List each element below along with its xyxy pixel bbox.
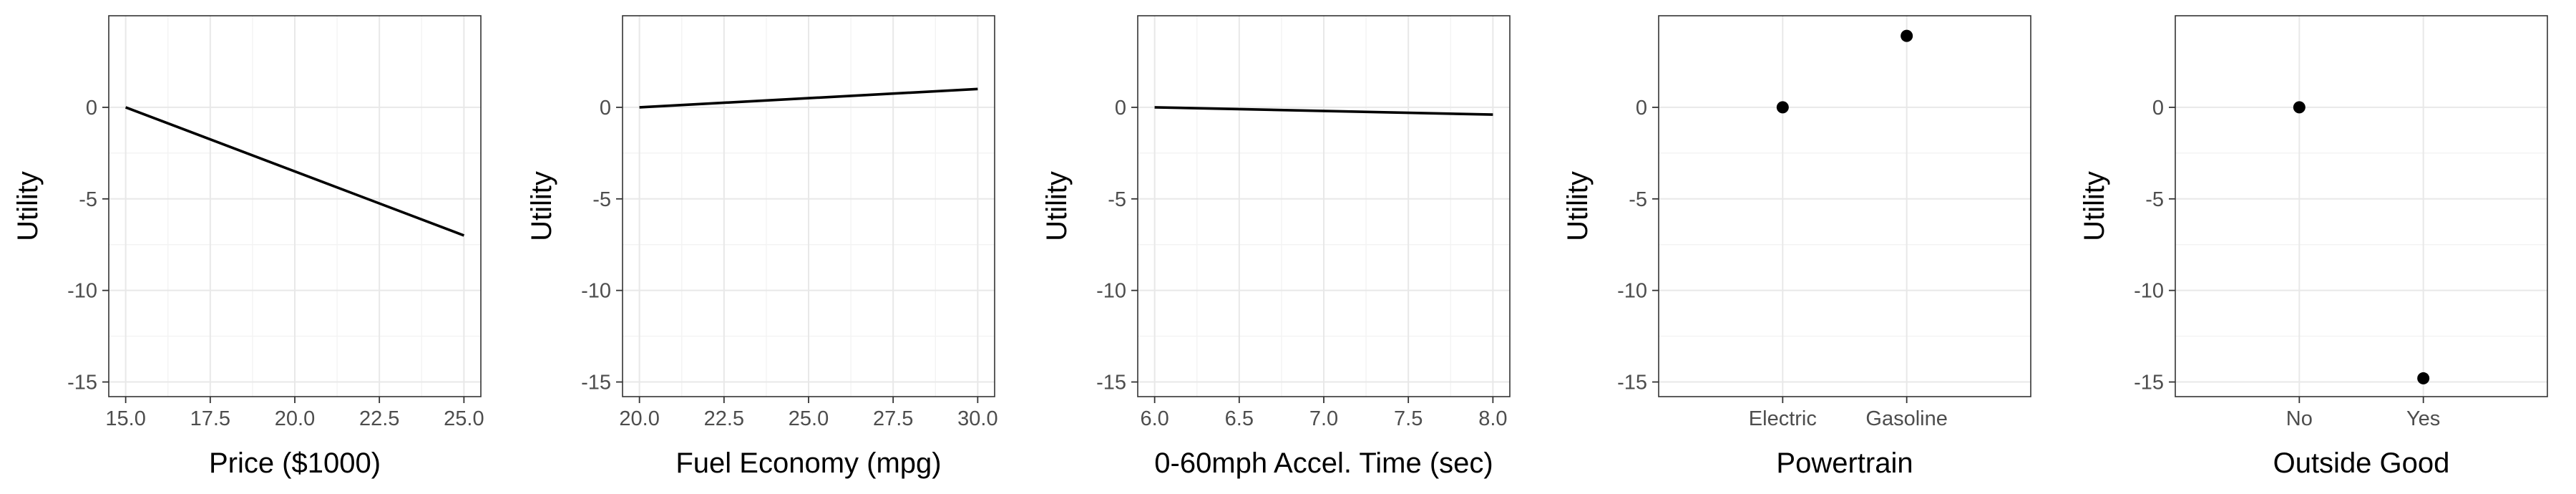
y-axis-title: Utility xyxy=(2079,171,2110,241)
y-tick-label: -5 xyxy=(79,188,97,211)
series-line xyxy=(639,87,978,109)
y-tick-label: -15 xyxy=(67,372,97,394)
y-tick-label: -15 xyxy=(2134,372,2164,394)
x-tick-label: 20.0 xyxy=(275,407,315,430)
y-tick-label: 0 xyxy=(600,97,611,120)
x-axis-title: Powertrain xyxy=(1776,447,1913,479)
point-electric xyxy=(1776,101,1789,114)
y-tick-label: 0 xyxy=(2152,97,2164,120)
point-yes xyxy=(2417,372,2430,384)
y-axis-title: Utility xyxy=(1562,171,1594,241)
y-tick-label: -5 xyxy=(592,188,611,211)
y-tick-label: -10 xyxy=(581,280,611,303)
x-axis-title: Price ($1000) xyxy=(209,447,381,479)
x-tick-label: 8.0 xyxy=(1478,407,1507,430)
y-tick-label: 0 xyxy=(1115,97,1126,120)
y-tick-label: -10 xyxy=(67,280,97,303)
panel-2: 0 -5 -10 -15 20.0 22.5 25.0 27.5 30.0 Fuel Econom… xyxy=(526,15,998,479)
y-tick-label: 0 xyxy=(86,97,97,120)
x-tick-label: 15.0 xyxy=(105,407,145,430)
x-tick-label: Gasoline xyxy=(1865,407,1947,430)
x-axis-title: 0-60mph Accel. Time (sec) xyxy=(1154,447,1493,479)
panel-1: 0 -5 -10 -15 15.0 17.5 20.0 22.5 25.0 Price ($100… xyxy=(12,15,484,479)
y-tick-label: -15 xyxy=(1096,372,1126,394)
x-tick-label: 27.5 xyxy=(873,407,913,430)
y-tick-label: -5 xyxy=(2145,188,2164,211)
x-tick-label: 20.0 xyxy=(619,407,659,430)
series-line xyxy=(1154,106,1493,116)
x-tick-label: 25.0 xyxy=(789,407,829,430)
panel-border xyxy=(1658,15,2031,397)
x-tick-label: 6.0 xyxy=(1140,407,1169,430)
y-axis-title: Utility xyxy=(1041,171,1073,241)
x-tick-label: Electric xyxy=(1749,407,1817,430)
y-tick-label: -10 xyxy=(1096,280,1126,303)
panel-border xyxy=(2175,15,2548,397)
x-tick-label: No xyxy=(2286,407,2313,430)
panel-5: 0 -5 -10 -15 No Yes Outside Good Utility xyxy=(2079,15,2548,479)
x-tick-label: 7.5 xyxy=(1394,407,1423,430)
x-tick-label: 7.0 xyxy=(1309,407,1338,430)
x-tick-label: Yes xyxy=(2406,407,2440,430)
y-tick-label: -5 xyxy=(1108,188,1126,211)
y-tick-label: 0 xyxy=(1636,97,1647,120)
y-tick-label: -15 xyxy=(1617,372,1647,394)
x-tick-label: 30.0 xyxy=(957,407,997,430)
point-no xyxy=(2293,101,2306,114)
y-axis-title: Utility xyxy=(526,171,557,241)
x-tick-label: 17.5 xyxy=(190,407,230,430)
x-tick-label: 6.5 xyxy=(1225,407,1254,430)
panel-3: 0 -5 -10 -15 6.0 6.5 7.0 7.5 8.0 0-60mph Accel. T… xyxy=(1041,15,1511,479)
y-tick-label: -5 xyxy=(1629,188,1647,211)
x-tick-label: 22.5 xyxy=(359,407,399,430)
y-tick-label: -10 xyxy=(1617,280,1647,303)
series-line xyxy=(125,106,465,237)
x-tick-label: 25.0 xyxy=(444,407,484,430)
x-axis-title: Fuel Economy (mpg) xyxy=(675,447,941,479)
x-axis-title: Outside Good xyxy=(2273,447,2450,479)
y-tick-label: -15 xyxy=(581,372,611,394)
point-gasoline xyxy=(1901,29,1913,42)
panel-4: 0 -5 -10 -15 Electric Gasoline Powertrain Utili… xyxy=(1562,15,2031,479)
y-tick-label: -10 xyxy=(2134,280,2164,303)
y-axis-title: Utility xyxy=(12,171,44,241)
x-tick-label: 22.5 xyxy=(704,407,744,430)
